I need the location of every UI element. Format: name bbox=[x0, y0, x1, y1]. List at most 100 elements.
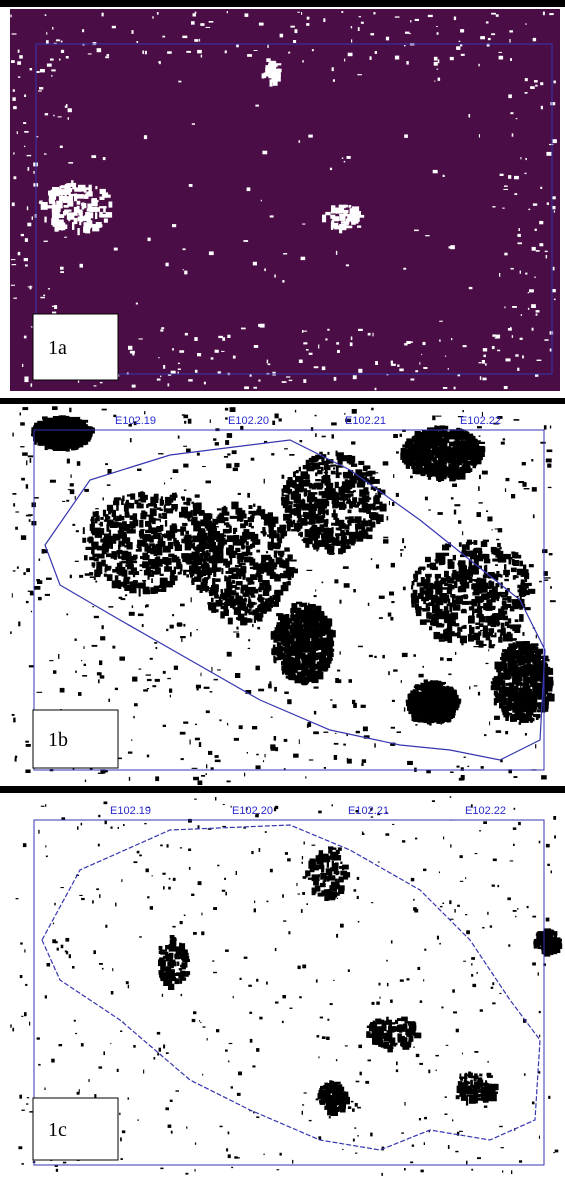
speckle bbox=[307, 522, 314, 525]
speckle bbox=[187, 554, 192, 562]
speckle bbox=[79, 420, 86, 422]
speckle bbox=[495, 564, 498, 566]
panel-a: 1a bbox=[0, 0, 565, 395]
speckle bbox=[369, 471, 376, 475]
speckle bbox=[169, 499, 172, 506]
speckle bbox=[504, 386, 508, 389]
speckle bbox=[287, 614, 290, 618]
speckle bbox=[278, 650, 280, 654]
speckle bbox=[444, 437, 447, 440]
speckle bbox=[473, 646, 479, 647]
speckle bbox=[481, 766, 484, 769]
speckle bbox=[391, 364, 396, 366]
speckle bbox=[12, 593, 13, 597]
speckle bbox=[264, 479, 265, 484]
speckle bbox=[474, 439, 477, 444]
speckle bbox=[183, 415, 188, 419]
speckle bbox=[52, 312, 56, 314]
speckle bbox=[82, 216, 85, 221]
speckle bbox=[95, 224, 103, 227]
speckle bbox=[469, 606, 474, 610]
speckle bbox=[120, 532, 126, 539]
speckle bbox=[415, 19, 419, 21]
speckle bbox=[66, 56, 69, 59]
speckle bbox=[334, 502, 341, 508]
speckle bbox=[224, 522, 229, 525]
speckle bbox=[513, 677, 517, 683]
speckle bbox=[309, 353, 313, 355]
speckle bbox=[15, 758, 17, 762]
speckle bbox=[210, 534, 213, 540]
speckle bbox=[209, 251, 214, 255]
speckle bbox=[383, 461, 389, 465]
speckle bbox=[460, 778, 465, 781]
speckle bbox=[469, 633, 472, 639]
speckle bbox=[237, 605, 240, 613]
speckle bbox=[286, 480, 289, 488]
speckle bbox=[325, 469, 328, 476]
speckle bbox=[529, 564, 534, 567]
speckle bbox=[166, 508, 174, 511]
speckle bbox=[436, 474, 444, 481]
speckle bbox=[81, 423, 84, 427]
speckle bbox=[268, 364, 271, 366]
speckle bbox=[72, 432, 77, 435]
speckle bbox=[223, 506, 226, 514]
speckle bbox=[139, 531, 144, 537]
speckle bbox=[60, 688, 65, 693]
speckle bbox=[53, 221, 60, 227]
speckle bbox=[11, 259, 15, 260]
speckle bbox=[103, 497, 104, 500]
speckle bbox=[501, 595, 508, 598]
speckle bbox=[494, 574, 498, 579]
speckle bbox=[194, 547, 199, 551]
speckle bbox=[363, 465, 370, 469]
speckle bbox=[289, 380, 293, 381]
speckle bbox=[307, 570, 313, 571]
speckle bbox=[163, 671, 166, 674]
speckle bbox=[391, 361, 393, 364]
speckle bbox=[206, 27, 211, 28]
speckle bbox=[70, 575, 72, 579]
speckle bbox=[44, 217, 46, 223]
speckle bbox=[28, 591, 33, 592]
speckle bbox=[284, 739, 288, 742]
speckle bbox=[318, 613, 324, 615]
speckle bbox=[470, 552, 476, 559]
speckle bbox=[25, 238, 28, 242]
speckle bbox=[282, 280, 284, 283]
speckle bbox=[492, 589, 498, 593]
speckle bbox=[518, 481, 524, 483]
speckle bbox=[64, 423, 67, 430]
speckle bbox=[403, 444, 407, 446]
speckle bbox=[449, 246, 451, 248]
speckle bbox=[348, 53, 353, 57]
speckle bbox=[496, 730, 501, 733]
speckle bbox=[74, 194, 77, 202]
speckle bbox=[554, 211, 555, 213]
speckle bbox=[407, 761, 413, 765]
speckle bbox=[131, 567, 137, 572]
speckle bbox=[346, 501, 348, 503]
speckle bbox=[416, 610, 422, 617]
speckle bbox=[202, 466, 206, 467]
speckle bbox=[119, 657, 125, 661]
speckle bbox=[406, 61, 408, 65]
speckle bbox=[144, 411, 145, 414]
speckle bbox=[426, 582, 429, 589]
speckle bbox=[537, 360, 542, 361]
speckle bbox=[497, 350, 500, 352]
speckle bbox=[197, 687, 199, 691]
speckle bbox=[88, 53, 92, 54]
speckle bbox=[211, 606, 216, 613]
speckle bbox=[316, 550, 318, 552]
speckle bbox=[347, 759, 352, 764]
speckle bbox=[154, 519, 160, 521]
speckle bbox=[114, 248, 118, 251]
speckle bbox=[132, 385, 136, 388]
speckle bbox=[266, 551, 268, 553]
speckle bbox=[270, 62, 273, 69]
speckle bbox=[202, 542, 208, 544]
speckle bbox=[105, 568, 107, 573]
speckle bbox=[91, 517, 95, 525]
